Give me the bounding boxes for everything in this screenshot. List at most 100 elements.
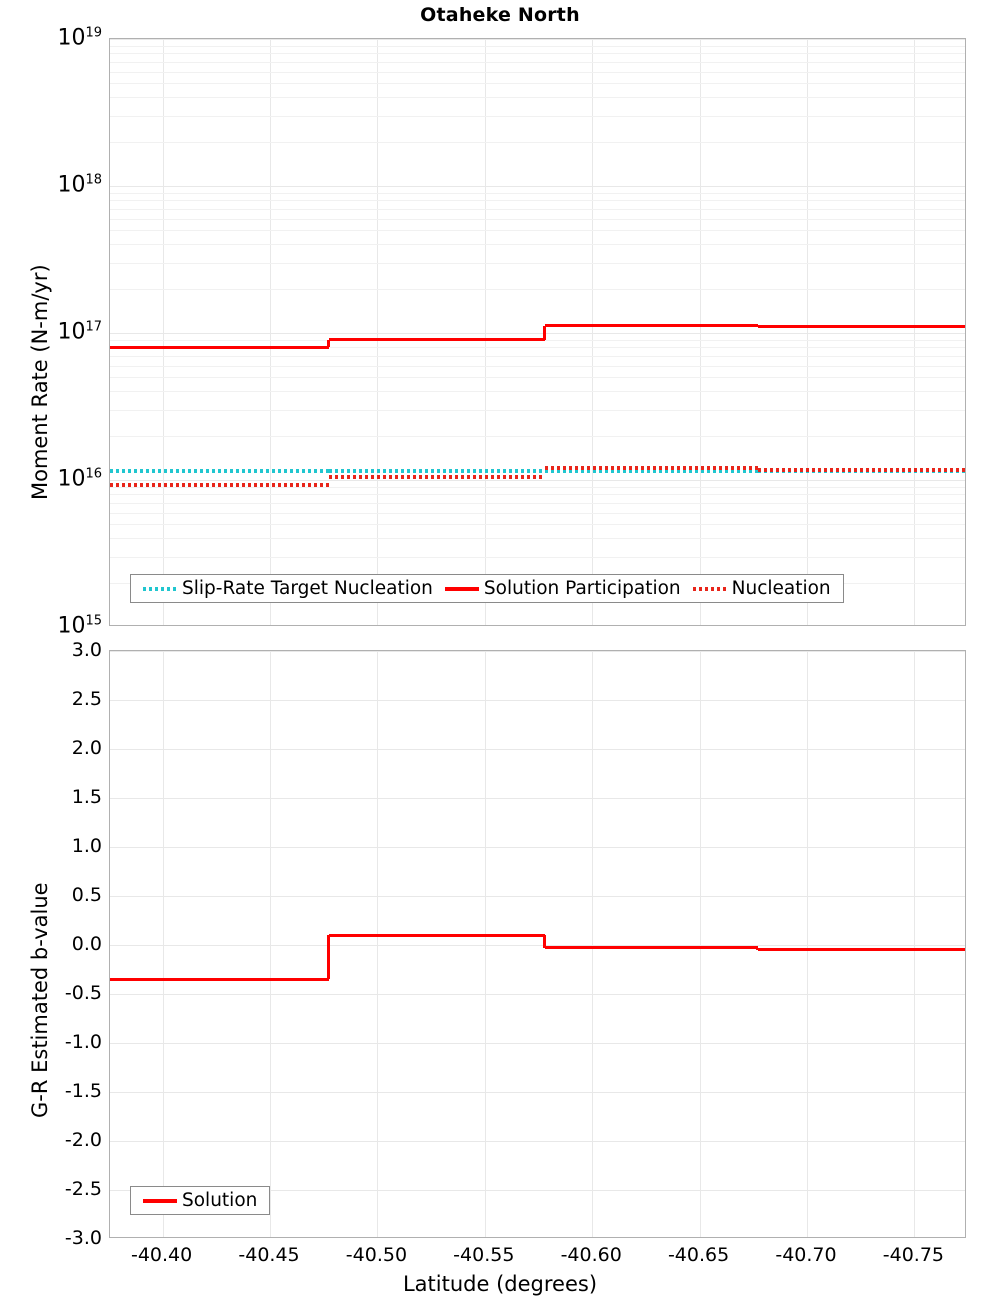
gridline-horizontal (110, 39, 965, 40)
gridline-horizontal (110, 62, 965, 63)
y-tick-exponent: 18 (85, 172, 102, 187)
gridline-horizontal (110, 798, 965, 799)
series-step-segment (545, 466, 758, 470)
legend-line-icon (143, 587, 177, 591)
legend-line-icon (445, 587, 479, 591)
gridline-horizontal (110, 1043, 965, 1044)
gridline-horizontal (110, 749, 965, 750)
series-step-segment (545, 469, 758, 473)
series-step-segment (329, 934, 545, 937)
y-tick-label-top: 1018 (2, 172, 102, 197)
gridline-vertical (270, 651, 271, 1237)
series-step-riser (327, 935, 330, 979)
x-tick-label: -40.40 (131, 1244, 192, 1266)
y-tick-mantissa: 10 (57, 614, 85, 639)
gridline-horizontal (110, 53, 965, 54)
y-axis-title-top: Moment Rate (N-m/yr) (28, 264, 52, 500)
y-tick-label-bottom: 2.0 (6, 737, 102, 759)
x-tick-label: -40.60 (561, 1244, 622, 1266)
gridline-horizontal (110, 244, 965, 245)
y-tick-label-bottom: -1.0 (6, 1031, 102, 1053)
legend-item[interactable]: Solution Participation (439, 578, 687, 599)
gridline-horizontal (110, 700, 965, 701)
gridline-horizontal (110, 289, 965, 290)
series-step-segment (110, 978, 329, 981)
y-tick-exponent: 15 (85, 613, 102, 628)
y-tick-label-top: 1017 (2, 319, 102, 344)
series-step-segment (110, 469, 329, 473)
series-step-riser (756, 326, 759, 327)
moment-rate-plot-area (109, 38, 966, 626)
gridline-horizontal (110, 945, 965, 946)
series-step-riser (543, 935, 546, 948)
y-tick-label-bottom: -0.5 (6, 982, 102, 1004)
gridline-horizontal (110, 366, 965, 367)
y-tick-label-bottom: 0.5 (6, 884, 102, 906)
gridline-vertical (163, 651, 164, 1237)
series-step-riser (327, 340, 330, 348)
legend-item[interactable]: Solution (137, 1190, 263, 1211)
series-layer-bottom (110, 651, 965, 1237)
gridline-horizontal (110, 333, 965, 334)
x-tick-label: -40.55 (453, 1244, 514, 1266)
gridline-horizontal (110, 391, 965, 392)
gridline-vertical (163, 39, 164, 625)
chart-title: Otaheke North (0, 4, 1000, 26)
series-step-segment (758, 468, 966, 472)
x-tick-label: -40.70 (775, 1244, 836, 1266)
gridline-horizontal (110, 200, 965, 201)
series-step-segment (758, 469, 966, 473)
gridline-vertical (700, 39, 701, 625)
gridline-horizontal (110, 347, 965, 348)
y-tick-exponent: 17 (85, 319, 102, 334)
gridline-horizontal (110, 83, 965, 84)
gridline-horizontal (110, 524, 965, 525)
legend-item-label: Solution Participation (484, 578, 681, 599)
y-tick-label-bottom: 3.0 (6, 639, 102, 661)
gridline-vertical (914, 651, 915, 1237)
gridline-horizontal (110, 1092, 965, 1093)
legend-item-label: Slip-Rate Target Nucleation (182, 578, 433, 599)
y-tick-mantissa: 10 (57, 173, 85, 198)
legend-line-icon (143, 1199, 177, 1203)
y-tick-label-top: 1015 (2, 613, 102, 638)
legend-line-icon (693, 587, 727, 591)
gridline-horizontal (110, 116, 965, 117)
gridline-vertical (807, 39, 808, 625)
gridline-vertical (914, 39, 915, 625)
y-tick-mantissa: 10 (57, 26, 85, 51)
gridline-horizontal (110, 494, 965, 495)
x-tick-label: -40.65 (668, 1244, 729, 1266)
y-tick-mantissa: 10 (57, 467, 85, 492)
series-step-segment (545, 946, 758, 949)
y-tick-label-bottom: 1.0 (6, 835, 102, 857)
x-tick-label: -40.50 (346, 1244, 407, 1266)
gridline-horizontal (110, 209, 965, 210)
gridline-horizontal (110, 219, 965, 220)
gridline-vertical (377, 39, 378, 625)
y-tick-label-top: 1019 (2, 25, 102, 50)
series-step-segment (758, 948, 966, 951)
chart-figure: Otaheke North 10191018101710161015 Momen… (0, 0, 1000, 1300)
gridline-horizontal (110, 503, 965, 504)
gridline-horizontal (110, 230, 965, 231)
y-tick-label-bottom: -1.5 (6, 1080, 102, 1102)
legend-item-label: Nucleation (732, 578, 831, 599)
gridline-horizontal (110, 72, 965, 73)
y-tick-label-bottom: -2.0 (6, 1129, 102, 1151)
gridline-horizontal (110, 46, 965, 47)
gridline-horizontal (110, 847, 965, 848)
gridline-vertical (592, 39, 593, 625)
y-tick-label-top: 1016 (2, 466, 102, 491)
series-step-segment (329, 475, 545, 479)
series-layer-top (110, 39, 965, 625)
y-tick-label-bottom: 0.0 (6, 933, 102, 955)
legend-bottom: Solution (130, 1186, 270, 1215)
legend-item-label: Solution (182, 1190, 257, 1211)
legend-item[interactable]: Nucleation (687, 578, 837, 599)
series-step-segment (545, 324, 758, 327)
y-tick-exponent: 19 (85, 25, 102, 40)
y-tick-label-bottom: -3.0 (6, 1227, 102, 1249)
gridline-horizontal (110, 410, 965, 411)
legend-item[interactable]: Slip-Rate Target Nucleation (137, 578, 439, 599)
